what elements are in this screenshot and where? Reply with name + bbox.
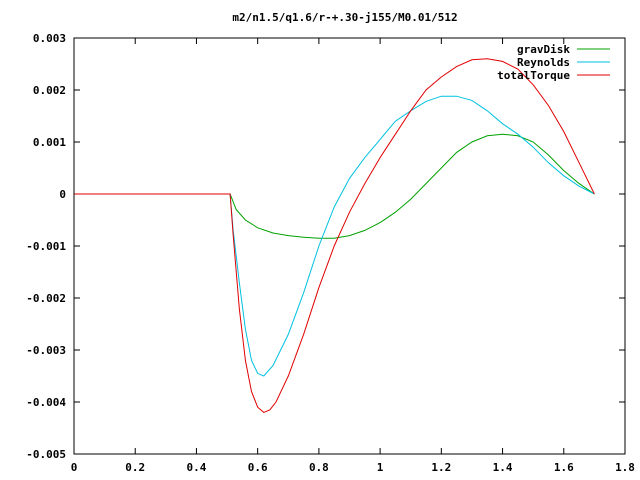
x-tick-label: 0.4 <box>187 461 207 474</box>
plot-frame <box>73 37 626 455</box>
x-tick-label: 1 <box>377 461 384 474</box>
y-tick-label: 0.001 <box>33 136 66 149</box>
y-tick-label: -0.001 <box>26 240 66 253</box>
x-tick-label: 1.8 <box>615 461 635 474</box>
axis-ticks: 0 0.2 0.4 0.6 0.8 1 1.2 1.4 1.6 1.8 0.003 0.002 0.00… <box>26 32 635 474</box>
y-tick-label: 0 <box>59 188 66 201</box>
x-tick-label: 0 <box>71 461 78 474</box>
legend-label-totalTorque: totalTorque <box>497 69 570 82</box>
x-tick-label: 1.6 <box>554 461 574 474</box>
x-tick-label: 0.8 <box>309 461 329 474</box>
series-line-Reynolds <box>74 95 595 377</box>
plot-lines <box>74 58 595 413</box>
y-tick-label: 0.002 <box>33 84 66 97</box>
x-tick-label: 0.6 <box>248 461 268 474</box>
series-line-gravDisk <box>74 133 595 239</box>
x-tick-label: 1.2 <box>431 461 451 474</box>
y-tick-label: -0.005 <box>26 448 66 461</box>
legend-label-gravDisk: gravDisk <box>517 43 570 56</box>
chart-title: m2/n1.5/q1.6/r-+.30-j155/M0.01/512 <box>232 11 457 24</box>
y-tick-label: 0.003 <box>33 32 66 45</box>
x-tick-label: 1.4 <box>493 461 513 474</box>
series-line-totalTorque <box>74 58 595 413</box>
y-tick-label: -0.003 <box>26 344 66 357</box>
legend-label-Reynolds: Reynolds <box>517 56 570 69</box>
y-tick-label: -0.004 <box>26 396 66 409</box>
x-tick-label: 0.2 <box>125 461 145 474</box>
y-tick-label: -0.002 <box>26 292 66 305</box>
